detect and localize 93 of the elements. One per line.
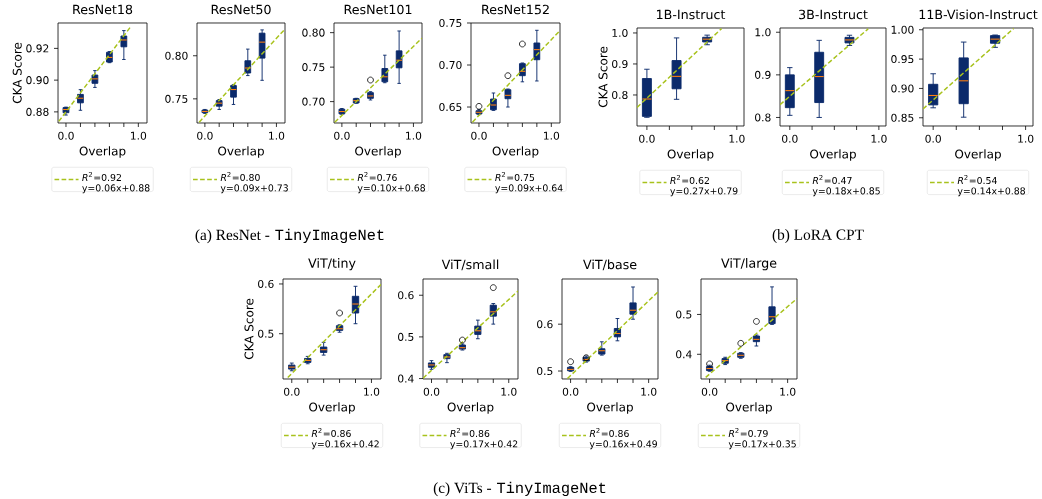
x-axis-title: Overlap [218,146,264,158]
chart-title: 11B-Vision-Instruct [919,9,1038,20]
legend-label: R$^{2}$=0.80 y=0.09x+0.73 [220,171,288,194]
y-axis-title: CKA Score [598,46,608,108]
text: (b) LoRA CPT [772,229,864,243]
x-tick-label: 1.0 [269,131,285,140]
x-axis-title: Overlap [810,149,856,161]
y-tick-label: 0.5 [398,332,414,341]
y-tick-label: 0.65 [439,102,462,112]
chart-title: ResNet50 [211,4,271,15]
legend-label: R$^{2}$=0.54 y=0.14x+0.88 [957,174,1025,197]
legend-label: R$^{2}$=0.86 y=0.16x+0.42 [311,427,379,450]
x-tick-label: 1.0 [871,134,887,143]
text: (c) ViTs - [433,482,492,497]
x-tick-label: 0.0 [197,131,213,140]
y-tick-label: 0.90 [26,76,49,85]
chart-title: ResNet18 [73,4,133,15]
y-tick-label: 0.75 [439,18,462,28]
x-tick-label: 0.0 [701,387,718,396]
x-tick-label: 0.0 [471,131,487,140]
text: TinyImageNet [497,481,606,497]
x-axis-title: Overlap [309,402,355,414]
x-tick-label: 1.0 [131,131,147,140]
x-axis-title: Overlap [79,146,126,158]
y-tick-label: 0.70 [439,60,462,70]
x-tick-label: 1.0 [501,387,517,396]
x-tick-label: 0.0 [284,387,300,396]
chart-title: 1B-Instruct [657,9,726,20]
y-tick-label: 0.6 [537,320,553,329]
y-tick-label: 1.00 [891,25,914,34]
chart-title: ViT/base [583,259,637,271]
y-tick-label: 0.6 [258,279,274,288]
y-tick-label: 0.9 [612,59,628,68]
legend-label: R$^{2}$=0.79 y=0.17x+0.35 [728,427,796,450]
x-tick-label: 0.0 [423,387,440,396]
x-tick-label: 1.0 [544,131,560,140]
y-tick-label: 0.80 [302,28,325,37]
x-tick-label: 0.0 [639,134,655,143]
x-axis-title: Overlap [355,146,401,158]
chart-title: 3B-Instruct [799,9,868,20]
x-tick-label: 1.0 [364,387,380,396]
x-tick-label: 0.0 [334,131,350,140]
y-tick-label: 1.0 [755,28,771,37]
chart-title: ViT/large [721,258,777,271]
y-tick-label: 0.5 [676,310,692,319]
x-tick-label: 1.0 [641,387,657,396]
chart-title: ViT/small [441,259,499,271]
y-tick-label: 0.9 [755,70,771,79]
text: TinyImageNet [275,228,384,244]
legend-label: R$^{2}$=0.92 y=0.06x+0.88 [82,171,150,194]
x-tick-label: 0.0 [562,387,579,396]
chart-title: ViT/tiny [308,258,356,271]
legend-label: R$^{2}$=0.47 y=0.18x+0.85 [812,174,880,197]
y-axis-title: CKA Score [244,298,254,360]
x-tick-label: 1.0 [780,387,796,396]
x-axis-title: Overlap [587,402,633,414]
y-tick-label: 0.90 [891,84,914,93]
x-axis-title: Overlap [955,149,1001,161]
x-tick-label: 1.0 [729,134,745,143]
text: (a) ResNet - [195,229,270,244]
y-tick-label: 0.80 [165,51,188,60]
chart-title: ResNet152 [482,4,549,15]
legend-label: R$^{2}$=0.62 y=0.27x+0.79 [670,174,738,197]
y-tick-label: 0.4 [676,350,692,359]
x-axis-title: Overlap [726,402,772,414]
y-tick-label: 0.5 [537,366,553,376]
y-tick-label: 0.75 [165,94,188,103]
x-axis-title: Overlap [447,402,494,414]
y-tick-label: 1.0 [612,28,628,37]
x-tick-label: 0.0 [782,134,798,143]
x-tick-label: 0.0 [58,131,74,140]
y-tick-label: 0.8 [755,113,771,122]
y-tick-label: 0.70 [302,97,325,106]
x-tick-label: 0.0 [925,134,941,143]
y-tick-label: 0.4 [398,374,414,383]
y-tick-label: 0.92 [26,44,49,53]
y-axis-title: CKA Score [12,42,22,104]
y-tick-label: 0.6 [398,291,414,300]
x-axis-title: Overlap [492,146,539,158]
legend-label: R$^{2}$=0.75 y=0.09x+0.64 [495,171,563,194]
y-tick-label: 0.85 [891,113,914,122]
legend-label: R$^{2}$=0.86 y=0.17x+0.42 [450,427,518,450]
y-tick-label: 0.8 [612,90,628,100]
y-tick-label: 0.5 [258,329,274,338]
y-tick-label: 0.95 [891,55,914,64]
x-axis-title: Overlap [667,149,714,161]
chart-title: ResNet101 [344,4,412,15]
y-tick-label: 0.88 [26,107,49,116]
x-tick-label: 1.0 [1018,134,1034,143]
legend-label: R$^{2}$=0.76 y=0.10x+0.68 [357,171,426,194]
legend-label: R$^{2}$=0.86 y=0.16x+0.49 [589,427,657,450]
x-tick-label: 1.0 [406,131,422,140]
y-tick-label: 0.75 [302,63,325,72]
